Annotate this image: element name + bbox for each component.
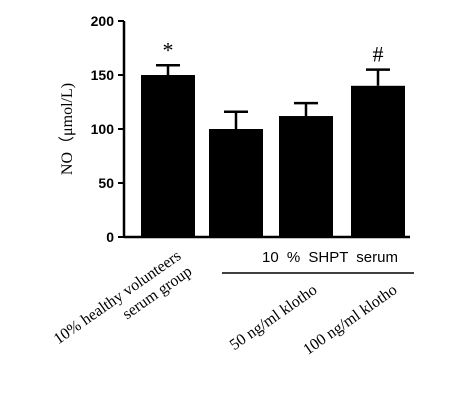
significance-mark: # [373,42,384,67]
y-tick-label: 100 [91,121,115,137]
group-label: 10 % SHPT serum [262,249,398,266]
bar [209,129,263,237]
significance-mark: * [163,37,174,62]
bar [279,116,333,237]
y-tick-label: 50 [98,175,114,191]
y-tick-label: 200 [91,13,115,29]
bar [351,85,405,237]
y-tick-label: 0 [106,229,114,245]
bar [141,75,195,237]
category-label: 10% healthy volunteersserum group [51,247,195,363]
bars: * # [141,37,405,237]
y-tick-label: 150 [91,67,115,83]
labels: 10 % SHPT serum 10% healthy volunteersser… [51,247,414,363]
y-axis-title: NO（μmol/L) [58,83,76,175]
